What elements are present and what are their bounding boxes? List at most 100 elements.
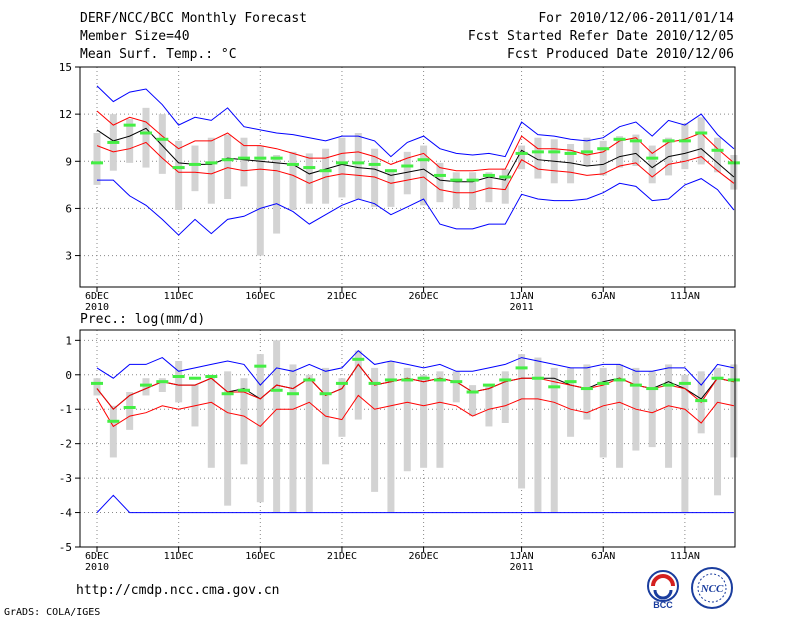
spread-bar — [224, 371, 232, 506]
spread-bar — [93, 133, 101, 185]
ncc-logo: NCC — [691, 567, 733, 609]
spread-bar — [632, 134, 640, 166]
spread-bar — [354, 133, 362, 199]
spread-bar — [697, 117, 705, 165]
spread-bar — [158, 378, 166, 392]
spread-bar — [142, 107, 150, 168]
observation-marker — [613, 137, 626, 141]
observation-marker — [646, 387, 659, 391]
observation-marker — [515, 366, 528, 370]
observation-marker — [466, 178, 479, 182]
spread-bar — [567, 144, 575, 184]
spread-bar — [93, 378, 101, 396]
observation-marker — [368, 162, 381, 166]
observation-marker — [564, 151, 577, 155]
observation-marker — [401, 378, 414, 382]
chart-panel-2: Prec.: log(mm/d)-5-4-3-2-1016DEC201011DE… — [59, 312, 740, 573]
spread-bar — [191, 145, 199, 192]
observation-marker — [662, 383, 675, 387]
spread-bar — [469, 385, 477, 417]
spread-bar — [403, 367, 411, 472]
observation-marker — [156, 380, 169, 384]
spread-bar — [452, 172, 460, 209]
observation-marker — [482, 173, 495, 177]
temp-variable-label: Mean Surf. Temp.: °C — [80, 47, 237, 62]
spread-bar — [648, 371, 656, 448]
observation-marker — [499, 175, 512, 179]
spread-bar — [338, 137, 346, 198]
observation-marker — [466, 390, 479, 394]
chart-title: DERF/NCC/BCC Monthly Forecast — [80, 11, 307, 26]
spread-bar — [305, 153, 313, 204]
observation-marker — [270, 156, 283, 160]
series-line-ensemble-min — [97, 178, 735, 236]
spread-bar — [518, 354, 526, 489]
y-tick-label: 1 — [65, 334, 72, 347]
x-tick-label: 26DEC — [409, 551, 439, 562]
grads-credit: GrADS: COLA/IGES — [4, 607, 101, 618]
spread-bar — [273, 340, 281, 513]
y-tick-label: 12 — [59, 108, 72, 121]
series-line-lower-bound — [96, 394, 735, 428]
observation-marker — [172, 375, 185, 378]
website-url[interactable]: http://cmdp.ncc.cma.gov.cn — [76, 583, 280, 598]
spread-bar — [420, 374, 428, 468]
observation-marker — [237, 156, 250, 160]
spread-bar — [616, 364, 624, 468]
spread-bar — [599, 140, 607, 176]
x-tick-label: 16DEC — [245, 291, 275, 302]
observation-marker — [172, 166, 185, 170]
spread-bar — [714, 367, 722, 496]
observation-marker — [499, 378, 512, 382]
y-tick-label: 3 — [65, 250, 72, 263]
spread-bar — [387, 361, 395, 513]
y-tick-label: 6 — [65, 202, 72, 215]
observation-marker — [91, 381, 103, 385]
observation-marker — [597, 147, 610, 151]
spread-bar — [681, 123, 689, 170]
observation-marker — [254, 156, 267, 160]
spread-bar — [240, 137, 248, 187]
observation-marker — [270, 388, 283, 392]
x-tick-label: 21DEC — [327, 551, 357, 562]
spread-bar — [501, 169, 509, 204]
x-tick-label: 1JAN — [510, 291, 534, 302]
observation-marker — [352, 357, 365, 361]
observation-marker — [711, 376, 724, 380]
x-tick-label: 21DEC — [327, 291, 357, 302]
spread-bar — [681, 374, 689, 513]
panel-title: Prec.: log(mm/d) — [80, 312, 205, 327]
series-line-ensemble-mean — [96, 363, 735, 410]
observation-marker — [205, 375, 218, 378]
observation-marker — [107, 419, 120, 423]
observation-marker — [629, 383, 642, 387]
series-line-ensemble-mean — [96, 127, 735, 183]
spread-bar — [534, 137, 542, 179]
series-line-ensemble-max — [96, 350, 735, 386]
ncc-logo-text: NCC — [700, 583, 724, 595]
spread-bar — [305, 374, 313, 513]
observation-marker — [727, 378, 740, 382]
plot-frame — [79, 66, 736, 288]
spread-bar — [371, 148, 379, 207]
series-line-lower-bound — [96, 141, 735, 194]
spread-bar — [485, 172, 493, 203]
spread-bar — [501, 371, 509, 423]
observation-marker — [662, 139, 675, 143]
observation-marker — [156, 137, 169, 141]
observation-marker — [417, 376, 430, 380]
spread-bar — [158, 114, 166, 174]
spread-bar — [289, 151, 297, 210]
forecast-produced-date: Fcst Produced Date 2010/12/06 — [507, 47, 734, 62]
observation-marker — [629, 139, 642, 143]
observation-marker — [123, 406, 136, 409]
spread-bar — [338, 378, 346, 437]
x-tick-year-label: 2010 — [85, 562, 109, 573]
spread-bar — [550, 367, 558, 513]
y-tick-label: 0 — [65, 369, 72, 382]
observation-marker — [678, 381, 691, 385]
spread-bar — [207, 374, 215, 468]
observation-marker — [433, 378, 446, 382]
x-tick-year-label: 2011 — [510, 562, 534, 573]
